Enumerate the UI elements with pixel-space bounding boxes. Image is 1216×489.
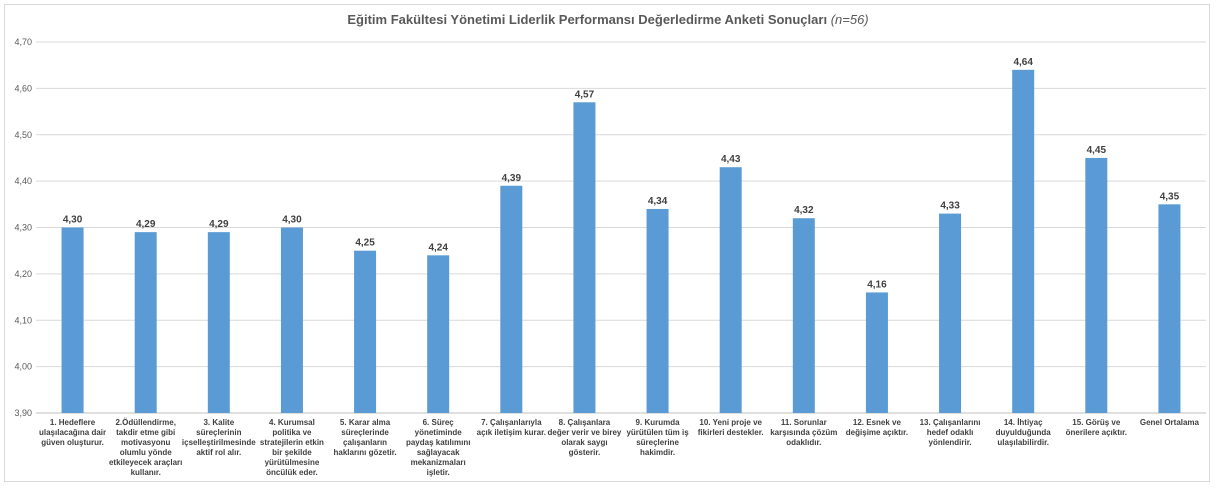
data-label: 4,30	[63, 215, 83, 226]
y-tick-label: 4,00	[14, 362, 32, 372]
y-tick-label: 4,10	[14, 315, 32, 325]
chart-frame	[4, 4, 1210, 482]
bar	[427, 255, 450, 413]
bar	[280, 227, 303, 413]
data-label: 4,32	[794, 205, 814, 216]
x-tick-label: 5. Karar alma süreçlerinde çalışanların …	[333, 418, 397, 457]
y-tick-label: 4,40	[14, 176, 32, 186]
x-tick-label: 1. Hedeflere ulaşılacağına dair güven ol…	[38, 418, 107, 447]
x-tick-label: 12. Esnek ve değişime açıktır.	[845, 418, 909, 437]
y-tick-label: 4,20	[14, 269, 32, 279]
bar	[646, 208, 669, 413]
bar	[354, 250, 377, 413]
y-tick-label: 4,50	[14, 130, 32, 140]
bar	[1085, 157, 1108, 413]
x-tick-label: 3. Kalite süreçlerinin içselleştirilmesi…	[181, 418, 256, 457]
data-label: 4,35	[1160, 191, 1180, 202]
x-tick-label: 8. Çalışanlara değer verir ve birey olar…	[547, 418, 622, 457]
chart-title-text: Eğitim Fakültesi Yönetimi Liderlik Perfo…	[347, 12, 828, 27]
data-label: 4,25	[355, 238, 375, 249]
x-tick-label: 14. İhtiyaç duyulduğunda ulaşılabilirdir…	[995, 418, 1051, 447]
y-tick-label: 4,60	[14, 83, 32, 93]
data-label: 4,29	[209, 219, 229, 230]
x-tick-label: 15. Görüş ve önerilere açıktır.	[1065, 418, 1127, 437]
chart-title: Eğitim Fakültesi Yönetimi Liderlik Perfo…	[0, 12, 1216, 27]
bar	[719, 167, 742, 413]
bar	[207, 232, 230, 413]
data-label: 4,64	[1013, 57, 1033, 68]
x-tick-label: 13. Çalışanlarını hedef odaklı yönlendir…	[919, 418, 981, 447]
x-tick-label: 10. Yeni proje ve fikirleri destekler.	[697, 418, 764, 437]
y-tick-label: 3,90	[14, 408, 32, 418]
x-tick-label: 2.Ödüllendirme, takdir etme gibi motivas…	[108, 418, 183, 477]
bar	[865, 292, 888, 413]
data-label: 4,43	[721, 154, 741, 165]
data-label: 4,24	[428, 242, 448, 253]
bar	[1012, 69, 1035, 413]
data-label: 4,57	[575, 89, 595, 100]
x-tick-label: 6. Süreç yönetiminde paydaş katılımını s…	[405, 418, 471, 477]
bar	[573, 102, 596, 413]
x-tick-label: 9. Kurumda yürütülen tüm iş süreçlerine …	[626, 418, 689, 457]
y-tick-label: 4,30	[14, 223, 32, 233]
x-tick-label: 11. Sorunlar karşısında çözüm odaklıdır.	[770, 418, 838, 447]
bar	[61, 227, 84, 413]
data-label: 4,33	[940, 201, 960, 212]
bar	[792, 218, 815, 413]
data-label: 4,39	[502, 173, 522, 184]
data-label: 4,16	[867, 279, 887, 290]
x-tick-label: 7. Çalışanlarıyla açık iletişim kurar.	[476, 418, 546, 437]
chart-title-sample-size: (n=56)	[830, 12, 869, 27]
data-label: 4,30	[282, 215, 302, 226]
bar	[939, 213, 962, 413]
x-tick-label: Genel Ortalama	[1139, 418, 1199, 427]
bar	[1158, 204, 1181, 413]
data-label: 4,34	[648, 196, 668, 207]
bar	[500, 185, 523, 413]
x-tick-label: 4. Kurumsal politika ve stratejilerin et…	[259, 418, 324, 477]
bar	[134, 232, 157, 413]
data-label: 4,29	[136, 219, 156, 230]
y-tick-label: 4,70	[14, 37, 32, 47]
data-label: 4,45	[1087, 145, 1107, 156]
